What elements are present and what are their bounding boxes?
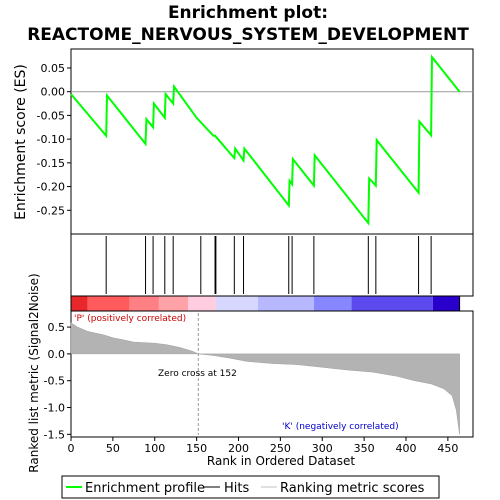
rank-x-tick-label: 200 (228, 442, 249, 455)
es-axis-ticks: 0.05 0.00 -0.05 -0.10 -0.15 -0.20 -0.25 (37, 62, 473, 217)
enrichment-profile-line (70, 54, 461, 226)
color-bar-segment (432, 296, 460, 311)
rank-x-tick-label: 150 (186, 442, 207, 455)
rank-x-tick-label: 250 (270, 442, 291, 455)
color-bar-segment (71, 296, 88, 311)
legend-label-ranking: Ranking metric scores (280, 481, 425, 496)
rank-y-tick-label: 0.5 (48, 321, 66, 334)
legend-label-hits: Hits (224, 481, 249, 496)
hits-panel-frame (70, 233, 474, 297)
rank-y-tick-label: -1.0 (44, 402, 65, 415)
color-bar-segment (188, 296, 216, 311)
rank-y-tick-label: -0.5 (44, 375, 65, 388)
color-bar-segment (257, 296, 314, 311)
rank-y-tick-label: -1.5 (44, 428, 65, 441)
rank-x-tick-label: 0 (68, 442, 75, 455)
color-bar-segment (313, 296, 352, 311)
color-bar-segment (129, 296, 159, 311)
color-bar-segment (87, 296, 130, 311)
ranking-axis-label: Ranked list metric (Signal2Noise) (27, 273, 41, 472)
legend-box (61, 475, 440, 499)
annotation-positive: 'P' (positively correlated) (74, 314, 186, 324)
es-tick-label: -0.25 (37, 204, 65, 217)
chart-title-line2: REACTOME_NERVOUS_SYSTEM_DEVELOPMENT (27, 25, 469, 45)
rank-x-tick-label: 300 (312, 442, 333, 455)
es-tick-label: 0.00 (41, 86, 66, 99)
rank-x-tick-label: 350 (354, 442, 375, 455)
ranking-color-bar (70, 295, 461, 312)
rank-x-tick-label: 100 (144, 442, 165, 455)
es-panel-frame (70, 48, 474, 235)
color-bar-segment (158, 296, 189, 311)
hit-lines (105, 236, 432, 294)
color-bar-segment (351, 296, 433, 311)
es-tick-label: -0.15 (37, 157, 65, 170)
es-tick-label: -0.20 (37, 181, 65, 194)
rank-x-tick-label: 400 (396, 442, 417, 455)
rank-x-tick-label: 450 (437, 442, 458, 455)
es-tick-label: -0.05 (37, 109, 65, 122)
ranking-metric-fill (70, 322, 460, 435)
color-bar-segment (215, 296, 258, 311)
rank-y-tick-label: 0.0 (48, 348, 66, 361)
ranking-axis-ticks: 0.5 0.0 -0.5 -1.0 -1.50 50 100 150 200 250 300 350 4… (44, 321, 459, 455)
es-tick-label: 0.05 (41, 62, 66, 75)
legend-label-enrichment: Enrichment profile (85, 481, 205, 496)
rank-x-tick-label: 50 (106, 442, 120, 455)
x-axis-label: Rank in Ordered Dataset (207, 454, 355, 468)
annotation-zero-cross: Zero cross at 152 (158, 369, 237, 379)
annotation-negative: 'K' (negatively correlated) (282, 422, 399, 432)
ranking-metric-area (70, 322, 460, 435)
es-axis-label: Enrichment score (ES) (13, 64, 29, 220)
es-tick-label: -0.10 (37, 133, 65, 146)
chart-title-line1: Enrichment plot: (168, 3, 328, 23)
